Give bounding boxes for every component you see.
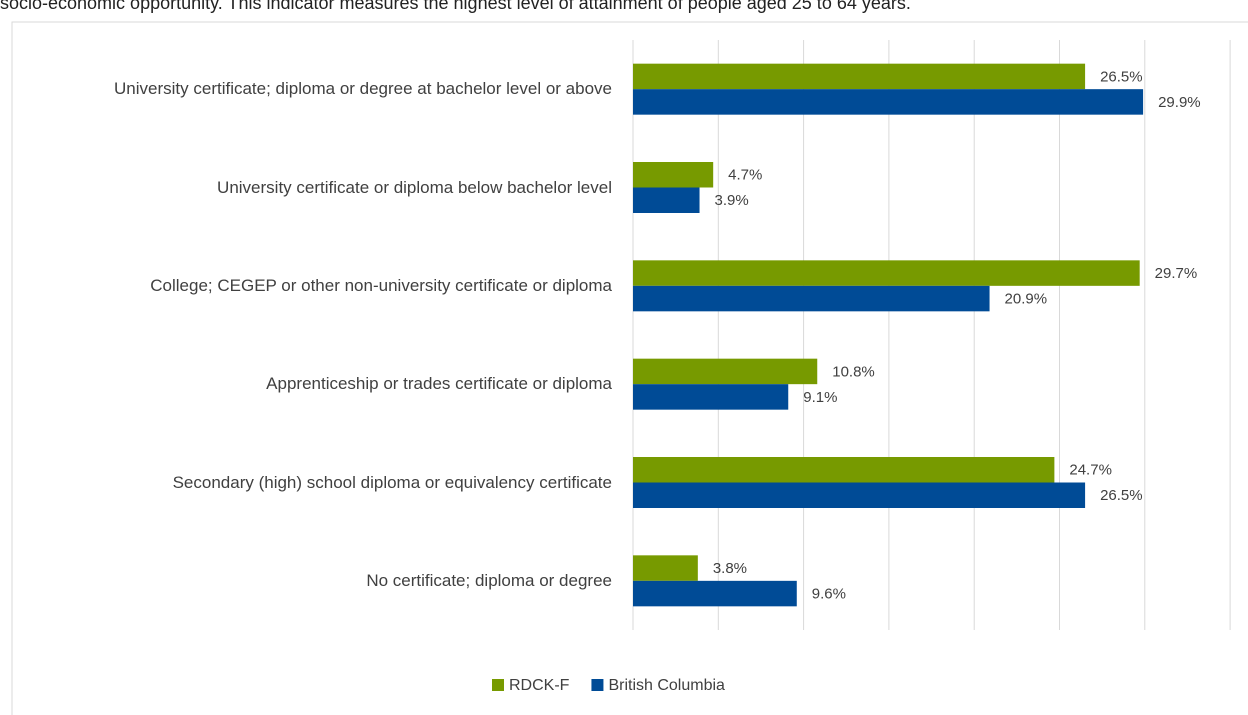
legend-label: British Columbia (608, 677, 725, 694)
data-label: 26.5% (1100, 487, 1143, 504)
bar (633, 457, 1055, 483)
bar (633, 384, 789, 410)
chart-frame (11, 21, 1248, 715)
category-label: College; CEGEP or other non-university c… (150, 275, 612, 295)
bar (633, 580, 797, 607)
bar (633, 555, 698, 581)
category-label: No certificate; diploma or degree (366, 570, 612, 590)
data-label: 29.7% (1155, 265, 1198, 282)
data-label: 26.5% (1100, 68, 1143, 85)
category-label: University certificate; diploma or degre… (114, 79, 612, 99)
data-label: 9.1% (803, 389, 837, 406)
data-label: 3.9% (715, 192, 749, 209)
legend-label: RDCK-F (509, 677, 570, 694)
bar (633, 482, 1086, 508)
data-label: 29.9% (1158, 94, 1201, 111)
bar (633, 162, 714, 188)
bar (633, 63, 1086, 90)
category-label: Apprenticeship or trades certificate or … (266, 374, 612, 394)
data-label: 9.6% (812, 586, 846, 603)
category-label: Secondary (high) school diploma or equiv… (172, 472, 612, 492)
legend-swatch (492, 679, 504, 691)
data-label: 24.7% (1069, 462, 1112, 479)
data-label: 10.8% (832, 363, 875, 380)
data-label: 4.7% (728, 167, 762, 184)
intro-text: socio-economic opportunity. This indicat… (0, 0, 911, 13)
bar (633, 285, 990, 312)
bar (633, 89, 1144, 115)
bar (633, 260, 1140, 286)
bar (633, 358, 818, 385)
data-label: 20.9% (1005, 291, 1048, 308)
data-label: 3.8% (713, 560, 747, 577)
bar (633, 187, 700, 213)
legend-swatch (591, 679, 604, 691)
category-label: University certificate or diploma below … (217, 177, 612, 197)
